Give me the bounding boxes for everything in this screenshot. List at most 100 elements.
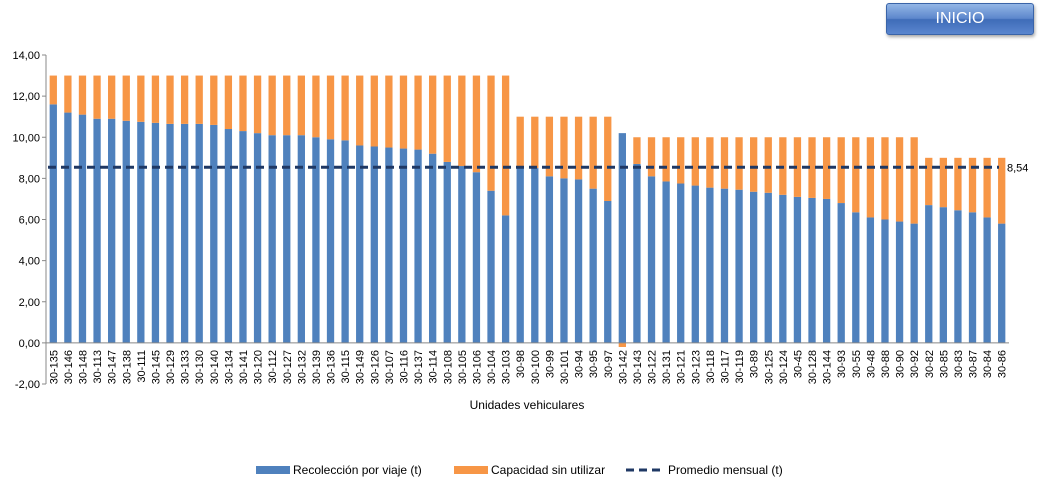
bar-collected bbox=[706, 187, 714, 343]
x-tick-label: 30-144 bbox=[822, 350, 834, 384]
bar-unused bbox=[808, 137, 816, 198]
bar-collected bbox=[691, 185, 699, 343]
bar-collected bbox=[64, 112, 72, 343]
x-tick-label: 30-111 bbox=[136, 350, 148, 383]
x-tick-label: 30-55 bbox=[851, 350, 863, 378]
x-tick-label: 30-105 bbox=[457, 350, 469, 384]
bar-unused bbox=[925, 157, 933, 206]
bar-collected bbox=[837, 203, 845, 343]
bar-collected bbox=[151, 122, 160, 343]
bar-collected bbox=[429, 153, 437, 343]
bar-unused bbox=[691, 137, 699, 186]
x-tick-label: 30-95 bbox=[588, 350, 600, 378]
y-tick-label: 6,00 bbox=[19, 215, 40, 227]
bar-collected bbox=[968, 212, 977, 343]
bar-unused bbox=[604, 116, 612, 201]
bar-collected bbox=[49, 104, 57, 343]
bar-collected bbox=[647, 176, 656, 343]
bar-unused bbox=[764, 137, 772, 193]
bar-collected bbox=[180, 123, 189, 343]
bar-unused bbox=[108, 75, 116, 119]
bar-unused bbox=[458, 75, 466, 167]
bar-unused bbox=[283, 75, 291, 136]
x-tick-label: 30-139 bbox=[311, 350, 323, 384]
bar-unused bbox=[370, 75, 378, 147]
x-tick-label: 30-120 bbox=[253, 350, 265, 384]
bar-unused bbox=[983, 157, 991, 218]
x-tick-label: 30-82 bbox=[924, 350, 936, 378]
bar-unused bbox=[93, 75, 101, 119]
y-tick-label: 12,00 bbox=[12, 91, 40, 103]
x-tick-label: 30-132 bbox=[296, 350, 308, 384]
x-tick-label: 30-146 bbox=[63, 350, 75, 384]
x-tick-label: 30-87 bbox=[968, 350, 980, 378]
x-tick-label: 30-100 bbox=[530, 350, 542, 384]
x-tick-label: 30-136 bbox=[326, 350, 338, 384]
bar-collected bbox=[764, 192, 772, 343]
bar-collected bbox=[108, 118, 116, 343]
x-tick-label: 30-121 bbox=[676, 350, 688, 384]
bar-unused bbox=[356, 75, 364, 146]
x-tick-label: 30-122 bbox=[647, 350, 659, 384]
bar-collected bbox=[297, 135, 305, 343]
bar-unused bbox=[662, 137, 670, 182]
x-tick-label: 30-90 bbox=[895, 350, 907, 378]
bar-unused bbox=[137, 75, 145, 122]
x-tick-label: 30-137 bbox=[413, 350, 425, 384]
bar-collected bbox=[574, 179, 583, 343]
y-tick-label: 0,00 bbox=[19, 338, 40, 350]
bar-unused bbox=[881, 137, 889, 220]
bar-collected bbox=[224, 129, 233, 343]
x-tick-label: 30-130 bbox=[194, 350, 206, 384]
bar-collected bbox=[341, 140, 349, 343]
bar-collected bbox=[166, 123, 174, 343]
bar-collected bbox=[531, 168, 539, 343]
bar-collected bbox=[852, 212, 860, 343]
bar-collected bbox=[253, 133, 262, 343]
bar-collected bbox=[326, 139, 335, 343]
bar-collected bbox=[954, 210, 962, 343]
x-tick-label: 30-103 bbox=[501, 350, 513, 384]
x-tick-label: 30-93 bbox=[836, 350, 848, 378]
x-tick-label: 30-116 bbox=[398, 350, 410, 383]
x-tick-label: 30-147 bbox=[107, 350, 119, 384]
bar-collected bbox=[472, 172, 481, 343]
bar-collected bbox=[998, 223, 1006, 343]
bar-unused bbox=[64, 75, 72, 113]
x-tick-label: 30-126 bbox=[369, 350, 381, 384]
x-tick-label: 30-45 bbox=[792, 350, 804, 378]
bar-collected bbox=[545, 176, 554, 343]
x-tick-label: 30-94 bbox=[574, 350, 586, 378]
bar-unused bbox=[78, 75, 87, 115]
bar-collected bbox=[414, 149, 422, 343]
bar-collected bbox=[720, 188, 729, 343]
bar-unused bbox=[647, 137, 656, 177]
y-tick-label: 14,00 bbox=[12, 50, 40, 62]
bar-collected bbox=[487, 190, 495, 343]
bar-collected bbox=[399, 148, 408, 343]
x-tick-label: 30-117 bbox=[719, 350, 731, 383]
x-tick-label: 30-104 bbox=[486, 350, 498, 384]
bar-collected bbox=[356, 145, 364, 343]
bar-unused bbox=[910, 137, 918, 224]
bar-unused bbox=[180, 75, 189, 124]
bar-collected bbox=[779, 194, 787, 343]
x-tick-label: 30-92 bbox=[909, 350, 921, 378]
bar-unused bbox=[414, 75, 422, 150]
x-tick-label: 30-140 bbox=[209, 350, 221, 384]
bar-unused bbox=[822, 137, 831, 199]
bar-collected bbox=[822, 198, 831, 343]
x-tick-label: 30-99 bbox=[544, 350, 556, 378]
bar-collected bbox=[516, 166, 524, 343]
x-tick-label: 30-149 bbox=[355, 350, 367, 384]
y-tick-label: 8,00 bbox=[19, 173, 40, 185]
legend: Recolección por viaje (t) Capacidad sin … bbox=[256, 463, 783, 477]
x-tick-label: 30-119 bbox=[734, 350, 746, 383]
inicio-button[interactable]: INICIO bbox=[886, 3, 1034, 35]
x-tick-label: 30-101 bbox=[559, 350, 571, 384]
bar-unused bbox=[720, 137, 729, 189]
bar-collected bbox=[925, 205, 933, 343]
bar-unused bbox=[122, 75, 130, 121]
average-value-label: 8,54 bbox=[1007, 162, 1028, 174]
